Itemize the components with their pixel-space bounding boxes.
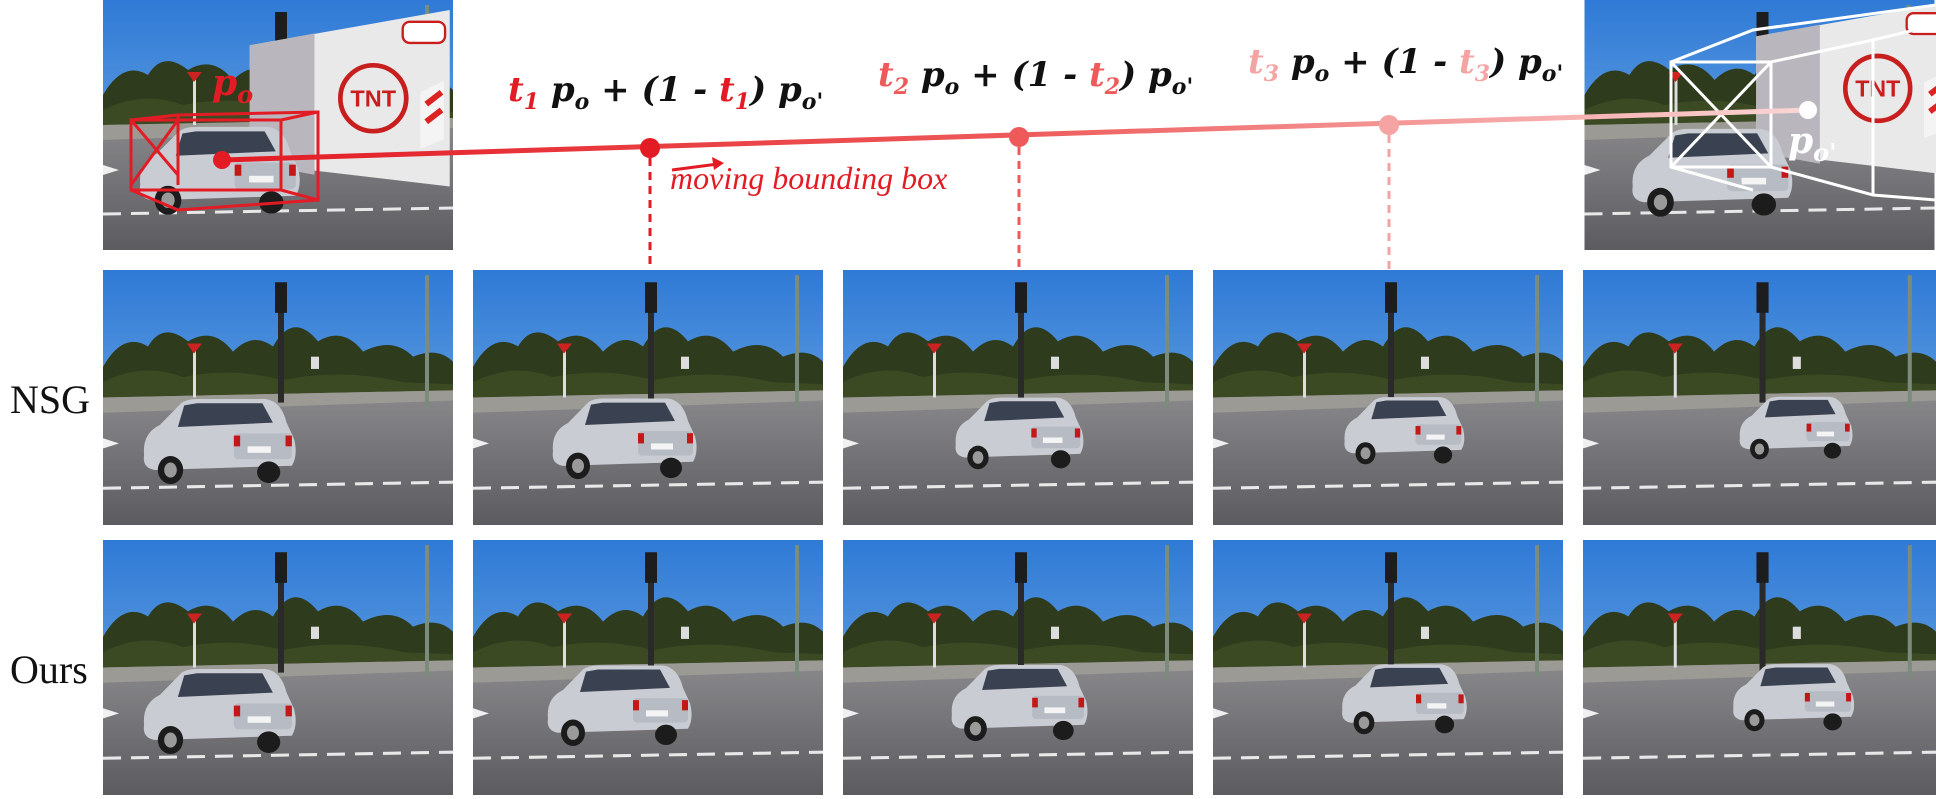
end-frame xyxy=(1583,0,1936,250)
row-label-nsg: NSG xyxy=(10,377,91,422)
ours-frame-3 xyxy=(843,540,1193,795)
ours-frame-2 xyxy=(473,540,823,795)
ours-frame-5 xyxy=(1583,540,1936,795)
nsg-frame-5 xyxy=(1583,270,1936,525)
formula-t1: t1 po + (1 - t1) po' xyxy=(508,70,824,115)
point-t3 xyxy=(1379,115,1399,135)
interpolation-line xyxy=(221,107,1809,163)
formula-t2: t2 po + (1 - t2) po' xyxy=(878,55,1194,100)
end-point-label: po' xyxy=(1788,120,1837,168)
nsg-frame-2 xyxy=(473,270,823,525)
start-frame xyxy=(103,0,453,250)
point-t1 xyxy=(640,138,660,158)
nsg-frame-1 xyxy=(103,270,453,525)
start-point-label: po xyxy=(212,62,254,110)
formula-t3: t3 po + (1 - t3) po' xyxy=(1248,42,1564,87)
ours-frame-1 xyxy=(103,540,453,795)
nsg-frame-3 xyxy=(843,270,1193,525)
point-t2 xyxy=(1009,127,1029,147)
moving-bounding-box-label: moving bounding box xyxy=(670,160,948,196)
nsg-frame-4 xyxy=(1213,270,1563,525)
row-label-ours: Ours xyxy=(10,647,88,692)
ours-frame-4 xyxy=(1213,540,1563,795)
